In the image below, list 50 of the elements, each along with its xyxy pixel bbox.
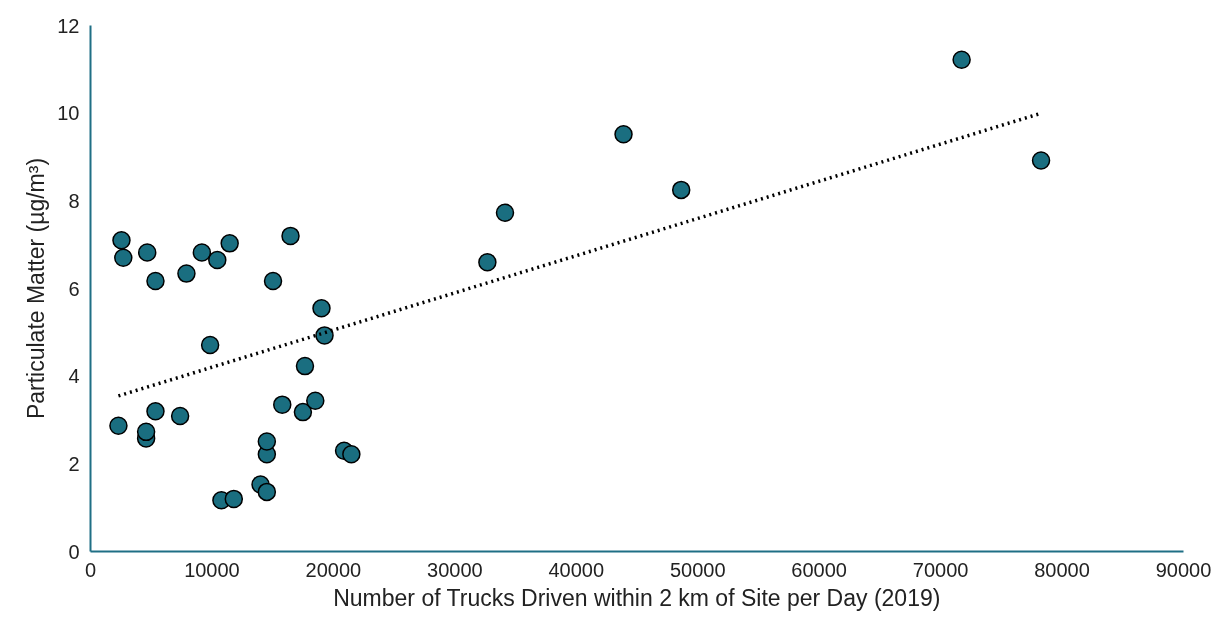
- y-tick-label: 2: [68, 452, 80, 475]
- x-tick-label: 70000: [912, 558, 969, 581]
- point: [112, 231, 131, 250]
- point: [200, 335, 220, 355]
- point: [114, 248, 133, 268]
- point: [478, 252, 497, 272]
- point: [671, 180, 691, 200]
- x-tick-label: 80000: [1034, 558, 1090, 581]
- x-axis-title: Number of Trucks Driven within 2 km of Site per Day (2019): [333, 584, 941, 611]
- point: [315, 326, 334, 345]
- point: [109, 416, 128, 435]
- y-tick-label: 10: [57, 102, 80, 125]
- point: [293, 402, 313, 422]
- point: [1031, 151, 1051, 170]
- point: [614, 124, 633, 144]
- y-tick-label: 8: [68, 189, 80, 212]
- point: [192, 243, 212, 262]
- x-tick-label: 90000: [1155, 558, 1212, 581]
- x-tick-label: 10000: [184, 558, 240, 581]
- point: [208, 250, 227, 270]
- point: [312, 298, 331, 318]
- x-tick-label: 40000: [548, 558, 605, 581]
- point: [146, 402, 165, 421]
- point: [306, 391, 325, 410]
- y-tick-label: 6: [68, 277, 80, 300]
- point: [281, 226, 300, 246]
- point: [146, 271, 165, 291]
- point: [273, 395, 292, 414]
- x-tick-label: 60000: [791, 558, 847, 581]
- y-tick-label: 4: [68, 365, 80, 388]
- point: [952, 50, 971, 69]
- point: [257, 432, 277, 451]
- point: [295, 356, 315, 376]
- y-tick-label: 0: [68, 540, 80, 563]
- point: [137, 243, 157, 262]
- point: [136, 422, 156, 442]
- point: [257, 482, 277, 502]
- point: [495, 203, 515, 222]
- point: [342, 444, 361, 464]
- y-tick-label: 12: [57, 14, 80, 37]
- point: [263, 271, 283, 291]
- x-tick-label: 20000: [305, 558, 362, 581]
- point: [170, 406, 190, 426]
- point: [177, 264, 196, 283]
- x-tick-label: 30000: [427, 558, 483, 581]
- point: [220, 234, 239, 253]
- x-tick-label: 0: [84, 558, 97, 581]
- y-axis-title: Particulate Matter (µg/m³): [23, 157, 50, 420]
- point: [224, 489, 244, 509]
- x-tick-label: 50000: [669, 558, 726, 581]
